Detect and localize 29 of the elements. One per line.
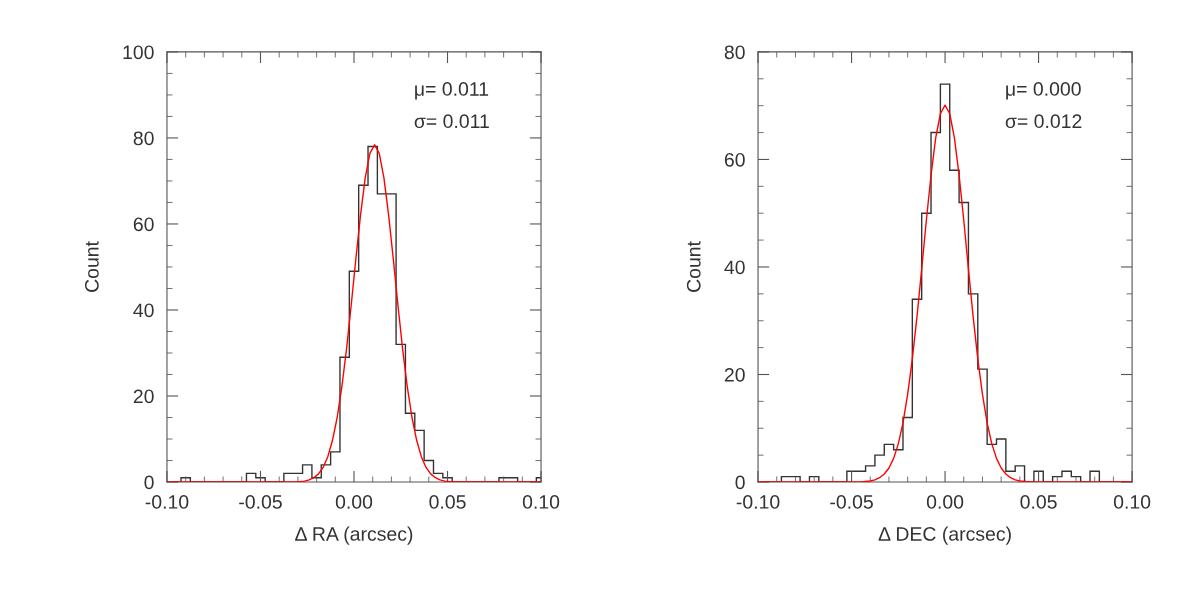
annotation: μ= 0.011 xyxy=(415,82,489,100)
x-tick-label: 0.05 xyxy=(1020,495,1057,509)
y-tick-label: 80 xyxy=(133,131,154,146)
x-tick-label: -0.10 xyxy=(145,495,189,509)
x-tick-label: 0.10 xyxy=(1113,495,1151,509)
y-tick-label: 40 xyxy=(133,303,154,318)
y-tick-label: 20 xyxy=(724,367,745,382)
y-tick-label: 20 xyxy=(133,389,154,404)
x-tick-label: 0.10 xyxy=(522,495,560,509)
x-axis-title: Δ RA (arcsec) xyxy=(295,526,413,545)
annotation: μ= 0.000 xyxy=(1006,82,1081,100)
y-axis-title: Count xyxy=(84,241,99,292)
x-tick-label: -0.05 xyxy=(830,495,873,509)
y-tick-label: 60 xyxy=(724,152,745,167)
y-tick-label: 0 xyxy=(735,475,745,490)
x-axis-title: Δ DEC (arcsec) xyxy=(878,526,1011,545)
annotation: σ= 0.011 xyxy=(414,114,489,129)
x-tick-label: 0.00 xyxy=(335,495,373,509)
y-tick-label: 60 xyxy=(133,217,154,232)
y-tick-label: 40 xyxy=(724,260,745,275)
x-tick-label: -0.05 xyxy=(239,495,282,509)
y-tick-label: 0 xyxy=(144,475,154,490)
y-axis-title: Count xyxy=(686,241,701,292)
annotation: σ= 0.012 xyxy=(1005,114,1082,129)
x-tick-label: 0.00 xyxy=(926,495,964,509)
y-tick-label: 100 xyxy=(123,45,154,60)
x-tick-label: -0.10 xyxy=(736,495,780,509)
x-tick-label: 0.05 xyxy=(429,495,466,509)
y-tick-label: 80 xyxy=(724,45,745,60)
